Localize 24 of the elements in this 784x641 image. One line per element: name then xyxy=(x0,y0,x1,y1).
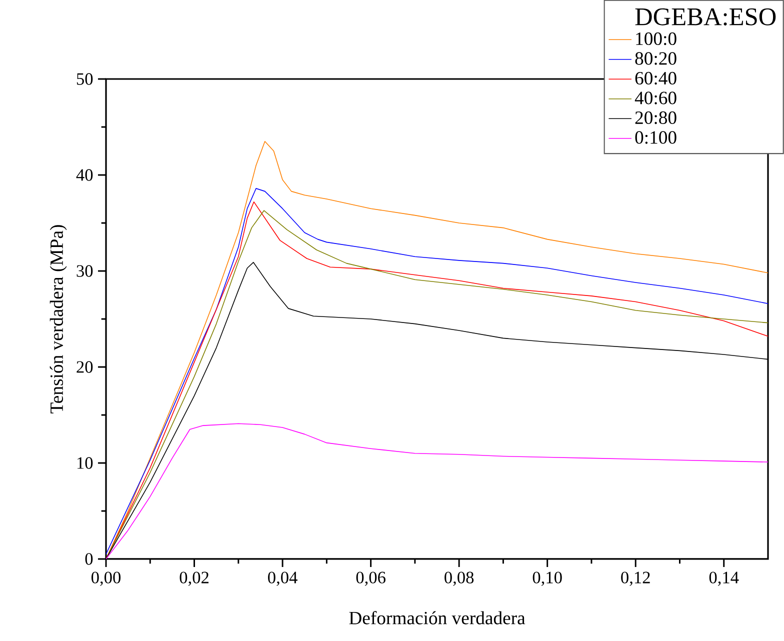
legend-label: 100:0 xyxy=(636,32,676,46)
x-tick-label: 0,06 xyxy=(356,572,386,586)
x-tick-label: 0,14 xyxy=(709,572,739,586)
legend-label: 0:100 xyxy=(635,131,676,144)
x-tick-label: 0,12 xyxy=(621,572,650,586)
y-tick-label: 40 xyxy=(76,169,93,181)
x-tick-label: 0,00 xyxy=(92,572,121,586)
y-tick-label: 20 xyxy=(76,361,93,373)
x-tick-label: 0,04 xyxy=(268,572,298,586)
y-tick-label: 0 xyxy=(85,553,93,565)
legend-label: 20:80 xyxy=(635,111,676,124)
y-tick-label: 50 xyxy=(76,73,93,85)
x-tick-label: 0,08 xyxy=(444,572,474,586)
y-tick-label: 30 xyxy=(76,265,93,277)
x-axis-title: Deformación verdadera xyxy=(349,611,526,624)
y-tick-label: 10 xyxy=(77,457,93,469)
legend-label: 60:40 xyxy=(635,72,676,85)
x-tick-label: 0,10 xyxy=(532,572,562,586)
y-axis-title: Tensión verdadera (MPa) xyxy=(50,225,67,414)
legend-label: 80:20 xyxy=(635,52,676,65)
x-tick-label: 0,02 xyxy=(180,572,208,586)
legend-label: 40:60 xyxy=(634,92,676,104)
legend-title: DGEBA:ESO xyxy=(635,8,776,26)
line-series xyxy=(106,423,768,559)
